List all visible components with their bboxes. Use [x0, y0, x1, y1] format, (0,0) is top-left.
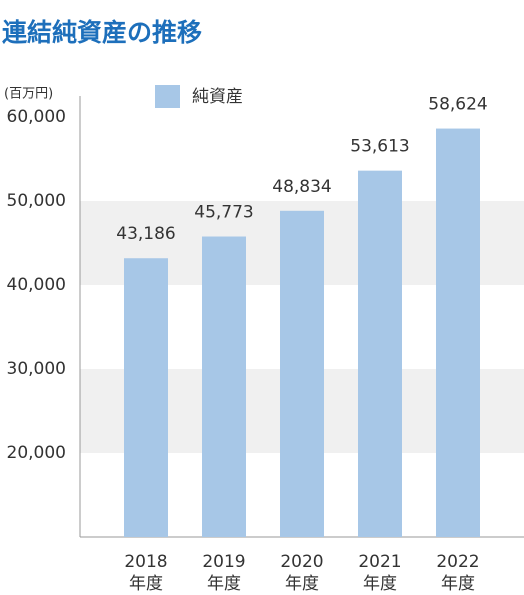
x-tick-label: 2019 [202, 552, 245, 572]
chart-title: 連結純資産の推移 [2, 18, 202, 47]
bar [436, 128, 480, 537]
unit-label: (百万円) [4, 87, 53, 102]
y-tick-label: 60,000 [7, 107, 66, 127]
x-tick-label: 年度 [129, 574, 163, 594]
value-label: 53,613 [350, 137, 409, 157]
x-tick-label: 年度 [207, 574, 241, 594]
x-tick-label: 年度 [441, 574, 475, 594]
x-tick-label: 2021 [358, 552, 401, 572]
value-label: 45,773 [194, 203, 253, 223]
y-tick-label: 40,000 [7, 275, 66, 295]
bar [202, 236, 246, 537]
x-tick-label: 年度 [285, 574, 319, 594]
value-label: 43,186 [116, 224, 175, 244]
bar [280, 210, 324, 537]
legend-swatch [155, 85, 180, 108]
legend-label: 純資産 [192, 87, 243, 107]
y-tick-label: 50,000 [7, 191, 66, 211]
bar [358, 170, 402, 537]
x-tick-label: 2020 [280, 552, 323, 572]
y-tick-label: 20,000 [7, 443, 66, 463]
y-tick-label: 30,000 [7, 359, 66, 379]
value-label: 48,834 [272, 177, 331, 197]
bar [124, 258, 168, 537]
value-label: 58,624 [428, 95, 487, 115]
x-tick-label: 年度 [363, 574, 397, 594]
x-tick-label: 2022 [436, 552, 479, 572]
x-tick-label: 2018 [124, 552, 167, 572]
